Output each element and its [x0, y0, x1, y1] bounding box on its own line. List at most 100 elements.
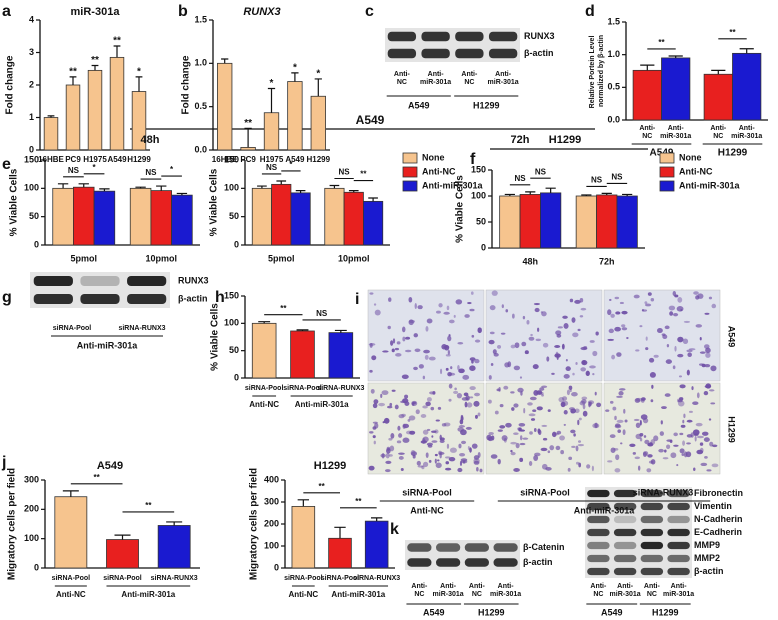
stained-cell — [456, 392, 463, 399]
stained-cell — [432, 390, 436, 395]
y-tick-label: 0 — [34, 562, 39, 572]
stained-cell — [679, 448, 685, 454]
stained-cell — [422, 405, 428, 409]
stained-cell — [674, 294, 679, 298]
stained-cell — [565, 366, 571, 372]
stained-cell — [497, 458, 501, 465]
stained-cell — [541, 385, 548, 388]
stained-cell — [644, 301, 648, 305]
stained-cell — [695, 422, 703, 427]
group-label: Anti-NC — [410, 505, 444, 515]
stained-cell — [417, 465, 424, 468]
stained-cell — [619, 301, 624, 305]
stained-cell — [589, 340, 595, 343]
comparison-label: ** — [658, 38, 665, 47]
stained-cell — [615, 454, 620, 461]
stained-cell — [635, 349, 640, 352]
stained-cell — [530, 418, 536, 421]
error-bar — [166, 521, 183, 526]
stained-cell — [445, 461, 450, 465]
group-label: Anti-NC — [56, 590, 86, 599]
x-tick-label: H1299 — [307, 155, 331, 164]
error-bar — [156, 185, 167, 191]
stained-cell — [426, 318, 433, 324]
y-axis-label: % Viable Cells — [9, 168, 20, 236]
stained-cell — [527, 402, 533, 406]
stained-cell — [537, 428, 541, 434]
stained-cell — [533, 455, 539, 461]
stained-cell — [519, 429, 526, 432]
stained-cell — [372, 435, 376, 439]
significance: * — [137, 67, 141, 78]
stained-cell — [388, 454, 393, 457]
stained-cell — [389, 445, 395, 452]
x-tick-label: A549 — [107, 155, 127, 164]
stained-cell — [551, 431, 557, 438]
stained-cell — [580, 367, 586, 372]
chart-title: 48h — [141, 134, 160, 146]
stained-cell — [426, 397, 432, 402]
protein-label: β-Catenin — [523, 542, 565, 552]
stained-cell — [458, 368, 465, 374]
stained-cell — [370, 388, 375, 394]
stained-cell — [626, 336, 629, 340]
y-tick-label: 0 — [29, 144, 34, 154]
stained-cell — [614, 415, 617, 421]
stained-cell — [499, 404, 504, 408]
stained-cell — [402, 398, 409, 404]
stained-cell — [581, 399, 587, 404]
error-bar — [99, 188, 110, 192]
stained-cell — [644, 439, 650, 445]
blot-band — [455, 31, 484, 42]
stained-cell — [423, 349, 430, 354]
stained-cell — [434, 458, 437, 464]
stained-cell — [425, 401, 431, 407]
stained-cell — [372, 403, 378, 409]
micrograph — [485, 289, 603, 382]
blot-band — [436, 558, 461, 567]
blot-band — [613, 502, 637, 511]
blot-band — [613, 554, 637, 563]
stained-cell — [449, 447, 457, 453]
x-tick-label: 10pmol — [145, 253, 177, 263]
stained-cell — [523, 408, 526, 414]
protein-label: β-actin — [523, 557, 553, 567]
y-tick-label: 0.0 — [607, 114, 620, 124]
y-tick-label: 150 — [471, 164, 486, 174]
blot-band — [587, 515, 610, 524]
stained-cell — [680, 424, 686, 428]
y-tick-label: 100 — [224, 318, 239, 328]
stained-cell — [522, 315, 526, 320]
stained-cell — [686, 369, 690, 376]
blot-band — [613, 541, 637, 550]
stained-cell — [469, 386, 476, 391]
panel-letter: h — [215, 289, 225, 306]
stained-cell — [578, 417, 582, 421]
stained-cell — [460, 458, 468, 462]
panel-letter: i — [355, 291, 359, 308]
group-label: H1299 — [473, 100, 500, 110]
stained-cell — [387, 325, 391, 330]
lane-label: Anti-NC — [394, 71, 411, 86]
stained-cell — [435, 462, 442, 469]
group-label: A549 — [601, 607, 623, 617]
stained-cell — [390, 433, 395, 439]
stained-cell — [570, 411, 574, 414]
stained-cell — [613, 448, 619, 451]
stained-cell — [474, 392, 481, 397]
column-label: siRNA-Pool — [402, 487, 452, 497]
stained-cell — [469, 396, 474, 399]
blot-band — [640, 554, 664, 563]
blot-band — [667, 541, 690, 550]
stained-cell — [612, 406, 617, 411]
x-tick-label: siRNA-RUNX3 — [353, 575, 400, 582]
stained-cell — [635, 422, 641, 429]
stained-cell — [491, 290, 498, 296]
blot-band — [407, 543, 432, 552]
stained-cell — [408, 415, 416, 421]
stained-cell — [650, 298, 655, 302]
blot-band — [613, 567, 637, 576]
stained-cell — [686, 442, 691, 445]
stained-cell — [491, 435, 495, 441]
